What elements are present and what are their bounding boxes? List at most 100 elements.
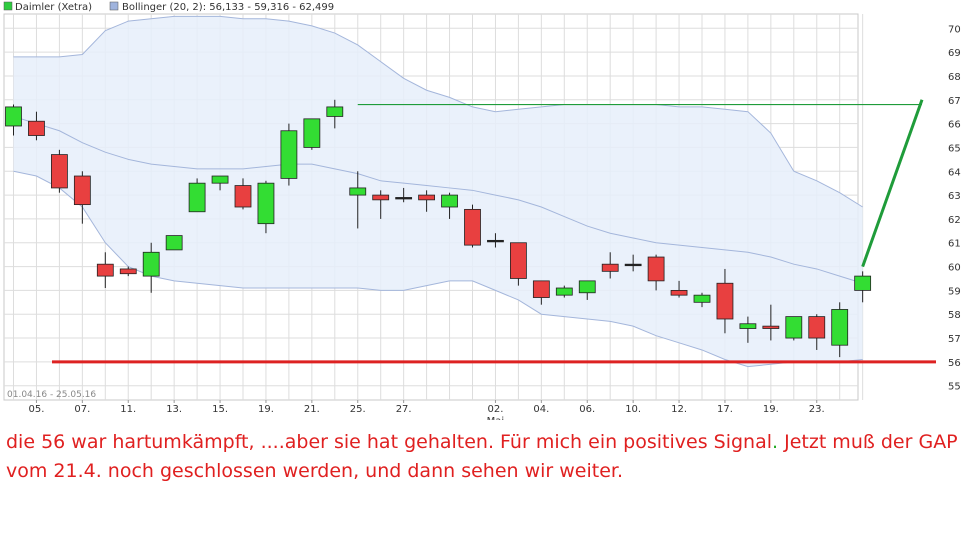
y-tick-label: 67 [948,96,961,107]
x-tick-label: 19. [258,404,274,415]
candle-body [349,187,367,196]
candle [280,123,298,186]
candle-body [96,263,114,277]
y-tick-label: 70 [948,24,961,35]
candle-body [211,175,229,184]
candle-body [5,106,22,127]
candle-body [280,130,298,179]
candle [555,285,573,298]
candle [578,280,596,300]
legend-label-daimler: Daimler (Xetra) [15,2,92,13]
candle [96,252,114,289]
candle-body [762,325,780,329]
candle-body [854,275,872,291]
x-tick-label: 27. [396,404,412,415]
candle [188,178,206,213]
y-tick-label: 62 [948,215,961,226]
candle [739,316,757,343]
candle-body [372,194,390,201]
candle [670,280,688,298]
candle-body [464,208,481,246]
candle [762,304,780,341]
x-tick-label: 04. [533,404,549,415]
stock-chart: Daimler (Xetra) Bollinger (20, 2): 56,13… [3,1,961,420]
candle [119,266,137,277]
candle-body [670,289,688,296]
candle-body [624,263,642,267]
candle-body [532,280,550,298]
candle-body [509,242,527,279]
candle-body [693,294,711,303]
candle-body [119,268,137,275]
candle [326,99,344,129]
candle [418,190,436,212]
x-tick-label: 17. [717,404,733,415]
x-tick-label: 13. [166,404,182,415]
bollinger-lower-line [13,170,863,368]
candle-body [487,239,504,243]
comment-text: die 56 war hartumkämpft, ....aber sie ha… [6,428,964,486]
projection-line [861,99,924,268]
candle [808,314,826,350]
candle-body [739,323,757,329]
candle [441,192,458,219]
comment-part-1: die 56 war hartumkämpft, ....aber sie ha… [6,431,773,453]
trend-lines [52,99,936,364]
y-tick-label: 57 [948,334,961,345]
candle-body [165,235,183,251]
candle [487,233,504,248]
candle-body [418,194,436,201]
candle-body [51,154,68,189]
candle [234,178,252,210]
y-tick-label: 63 [948,191,961,202]
candle [601,252,619,279]
candle-body [142,251,160,277]
candle [349,171,367,229]
legend-label-bollinger: Bollinger (20, 2): 56,133 - 59,316 - 62,… [122,2,334,13]
candle [5,104,22,136]
candle-body [831,309,849,346]
candle-body [257,182,275,225]
y-axis-labels: 55 56 57 58 59 60 61 62 63 64 65 66 67 68 69 70 [948,24,961,392]
candle [73,171,91,224]
y-tick-label: 58 [948,310,961,321]
bollinger-middle-line [13,115,863,284]
candle [257,180,275,234]
x-tick-label: 15. [212,404,228,415]
candle [142,242,160,293]
candle-body [326,106,344,117]
x-tick-label: 02. [487,404,503,415]
candle-body [188,182,206,213]
candle [854,271,872,303]
candle-body [601,263,619,272]
candle [464,204,481,248]
x-tick-label: 12. [671,404,687,415]
x-tick-label: 10. [625,404,641,415]
x-tick-label: 11. [120,404,136,415]
candle [831,302,849,358]
x-tick-label: 05. [28,404,44,415]
candle [693,292,711,308]
candle-body [785,316,803,339]
y-tick-label: 64 [948,167,961,178]
date-range-label: 01.04.16 - 25.05.16 [7,390,96,400]
y-tick-label: 61 [948,239,961,250]
candle [372,190,390,219]
x-tick-label: 25. [350,404,366,415]
candle [165,235,183,251]
x-tick-label: 07. [74,404,90,415]
y-tick-label: 66 [948,120,961,131]
candle [303,118,321,150]
y-tick-label: 60 [948,263,961,274]
x-tick-label: 23. [809,404,825,415]
y-tick-label: 59 [948,286,961,297]
candle-body [234,185,252,208]
candle-body [395,197,413,200]
comment-part-2: Jetzt muß der GAP vom 21.4. noch geschlo… [6,431,958,482]
candle-body [578,280,596,294]
legend-swatch-daimler [3,1,13,11]
candle-body [647,256,665,282]
candle-body [555,287,573,296]
y-tick-label: 69 [948,48,961,59]
candle [51,149,68,193]
